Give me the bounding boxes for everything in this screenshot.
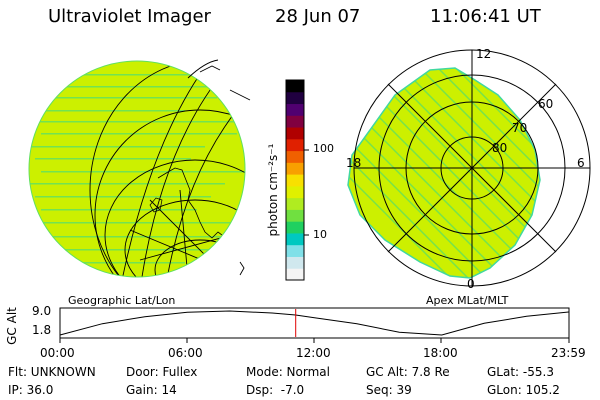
geo-stripe bbox=[29, 146, 205, 148]
colorbar-band bbox=[286, 91, 304, 105]
colorbar-band bbox=[286, 127, 304, 140]
geo-stripe bbox=[35, 121, 245, 123]
polar-panel-label: Apex MLat/MLT bbox=[426, 294, 509, 307]
geo-stripe bbox=[29, 183, 225, 185]
geo-stripe bbox=[35, 86, 231, 88]
colorbar-band bbox=[286, 232, 304, 246]
colorbar-band bbox=[286, 80, 304, 93]
timeline-frame bbox=[59, 307, 570, 339]
mlt-label-0: 0 bbox=[467, 277, 475, 291]
mlt-label-18: 18 bbox=[346, 156, 362, 170]
colorbar-tick-10: 10 bbox=[313, 228, 327, 241]
glat-info: GLat: -55.3 bbox=[487, 365, 554, 379]
x-tick-2359: 23:59 bbox=[551, 346, 586, 360]
polar-stripe bbox=[348, 68, 463, 278]
ip-info: IP: 36.0 bbox=[8, 383, 54, 397]
instrument-title: Ultraviolet Imager bbox=[48, 6, 211, 27]
polar-stripe bbox=[429, 68, 540, 278]
polar-stripe bbox=[348, 68, 481, 278]
x-tick-0600: 06:00 bbox=[168, 346, 203, 360]
glon-info: GLon: 105.2 bbox=[487, 383, 560, 397]
geo-stripe bbox=[35, 196, 211, 198]
mlat-label-80: 80 bbox=[492, 141, 508, 155]
polar-stripe bbox=[411, 68, 540, 278]
polar-stripe bbox=[357, 68, 540, 278]
mlt-label-6: 6 bbox=[577, 156, 585, 170]
observation-time: 11:06:41 UT bbox=[430, 6, 541, 27]
colorbar-band bbox=[286, 162, 304, 175]
colorbar-band bbox=[286, 209, 304, 222]
colorbar-band bbox=[286, 221, 304, 234]
colorbar-band bbox=[286, 174, 304, 187]
geo-stripe bbox=[29, 110, 185, 112]
mode-info: Mode: Normal bbox=[246, 365, 330, 379]
polar-stripe bbox=[375, 68, 540, 278]
geo-stripe bbox=[29, 74, 245, 76]
colorbar-band bbox=[286, 268, 304, 281]
geo-panel-label: Geographic Lat/Lon bbox=[68, 294, 176, 307]
gain-info: Gain: 14 bbox=[126, 383, 177, 397]
colorbar-gradient bbox=[286, 80, 304, 281]
colorbar-band bbox=[286, 150, 304, 163]
x-tick-0000: 00:00 bbox=[40, 346, 75, 360]
x-tick-1800: 18:00 bbox=[423, 346, 458, 360]
altitude-trace bbox=[59, 310, 569, 336]
filter-info: Flt: UNKNOWN bbox=[8, 365, 96, 379]
geo-stripe bbox=[41, 133, 237, 135]
mlat-label-60: 60 bbox=[538, 97, 554, 111]
x-tick-1200: 12:00 bbox=[296, 346, 331, 360]
geo-stripe bbox=[41, 171, 245, 173]
colorbar-band bbox=[286, 197, 304, 210]
colorbar-band bbox=[286, 244, 304, 257]
polar-stripe bbox=[393, 68, 540, 278]
colorbar-tick-100: 100 bbox=[313, 142, 334, 155]
polar-stripe bbox=[447, 68, 540, 278]
dsp-info: Dsp: -7.0 bbox=[246, 383, 305, 397]
y-tick-max: 9.0 bbox=[32, 304, 52, 318]
geo-stripe bbox=[35, 236, 231, 238]
seq-info: Seq: 39 bbox=[366, 383, 412, 397]
gc-alt-info: GC Alt: 7.8 Re bbox=[366, 365, 450, 379]
polar-stripe bbox=[348, 68, 535, 278]
colorbar-band bbox=[286, 103, 304, 116]
mlt-label-12: 12 bbox=[476, 47, 492, 61]
colorbar-band bbox=[286, 185, 304, 199]
y-tick-min: 1.8 bbox=[32, 323, 52, 337]
door-info: Door: Fullex bbox=[126, 365, 198, 379]
colorbar-band bbox=[286, 256, 304, 269]
geo-stripe bbox=[35, 158, 191, 160]
geo-stripe bbox=[29, 262, 185, 264]
polar-mlat-mlt-grid bbox=[353, 49, 591, 287]
island-outline bbox=[149, 197, 163, 213]
colorbar-band bbox=[286, 115, 304, 128]
polar-stripe bbox=[348, 68, 499, 278]
geo-stripe bbox=[29, 222, 245, 224]
observation-date: 28 Jun 07 bbox=[275, 6, 361, 27]
geo-stripe bbox=[41, 97, 217, 99]
geo-stripe bbox=[41, 209, 197, 211]
colorbar-band bbox=[286, 138, 304, 152]
mlat-label-70: 70 bbox=[512, 121, 528, 135]
polar-stripe bbox=[348, 68, 517, 278]
timeline-y-axis-label: GC Alt bbox=[5, 307, 19, 345]
